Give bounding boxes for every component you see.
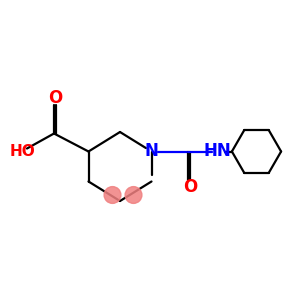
Circle shape (104, 187, 121, 203)
Circle shape (125, 187, 142, 203)
Text: O: O (48, 89, 63, 107)
Text: HO: HO (10, 144, 35, 159)
Text: O: O (183, 178, 198, 196)
Text: HN: HN (204, 142, 231, 160)
Text: N: N (145, 142, 158, 160)
